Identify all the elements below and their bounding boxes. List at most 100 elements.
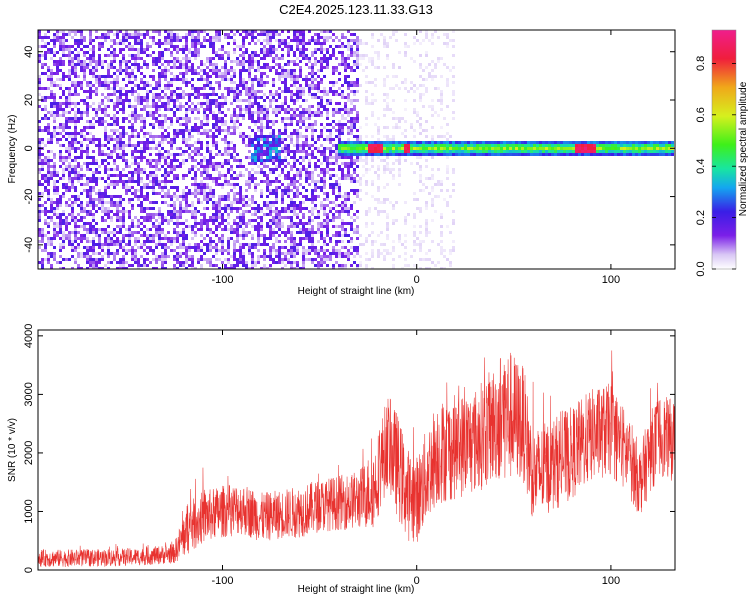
- heatmap-cell: [74, 42, 77, 45]
- heatmap-cell: [389, 150, 392, 153]
- heatmap-cell: [275, 150, 278, 153]
- heatmap-cell: [347, 162, 350, 165]
- heatmap-cell: [158, 222, 161, 225]
- heatmap-cell: [206, 186, 209, 189]
- heatmap-cell: [284, 174, 287, 177]
- heatmap-cell: [191, 213, 194, 216]
- heatmap-cell: [125, 183, 128, 186]
- heatmap-cell: [269, 45, 272, 48]
- heatmap-cell: [170, 120, 173, 123]
- heatmap-cell: [224, 138, 227, 141]
- heatmap-cell: [458, 141, 461, 144]
- heatmap-cell: [251, 225, 254, 228]
- heatmap-cell: [302, 42, 305, 45]
- heatmap-cell: [251, 84, 254, 87]
- heatmap-cell: [110, 156, 113, 159]
- heatmap-cell: [254, 201, 257, 204]
- heatmap-cell: [209, 228, 212, 231]
- heatmap-cell: [311, 138, 314, 141]
- heatmap-cell: [365, 99, 368, 102]
- heatmap-cell: [212, 219, 215, 222]
- heatmap-cell: [170, 42, 173, 45]
- heatmap-cell: [353, 63, 356, 66]
- heatmap-cell: [275, 105, 278, 108]
- heatmap-cell: [296, 114, 299, 117]
- heatmap-cell: [323, 225, 326, 228]
- heatmap-cell: [122, 141, 125, 144]
- heatmap-cell: [293, 108, 296, 111]
- heatmap-cell: [47, 162, 50, 165]
- heatmap-cell: [398, 120, 401, 123]
- heatmap-cell: [344, 141, 347, 144]
- heatmap-cell: [431, 189, 434, 192]
- heatmap-cell: [104, 189, 107, 192]
- heatmap-cell: [74, 90, 77, 93]
- heatmap-cell: [131, 36, 134, 39]
- heatmap-cell: [305, 222, 308, 225]
- heatmap-cell: [170, 168, 173, 171]
- heatmap-cell: [143, 195, 146, 198]
- heatmap-cell: [146, 186, 149, 189]
- heatmap-cell: [152, 30, 155, 33]
- heatmap-cell: [245, 90, 248, 93]
- heatmap-cell: [77, 45, 80, 48]
- heatmap-cell: [146, 228, 149, 231]
- heatmap-cell: [197, 150, 200, 153]
- heatmap-cell: [254, 90, 257, 93]
- heatmap-cell: [125, 228, 128, 231]
- heatmap-cell: [71, 216, 74, 219]
- heatmap-cell: [368, 144, 371, 147]
- heatmap-cell: [407, 213, 410, 216]
- heatmap-cell: [188, 153, 191, 156]
- heatmap-cell: [239, 216, 242, 219]
- heatmap-cell: [89, 222, 92, 225]
- heatmap-cell: [290, 225, 293, 228]
- heatmap-cell: [425, 150, 428, 153]
- heatmap-cell: [332, 54, 335, 57]
- heatmap-cell: [80, 192, 83, 195]
- heatmap-cell: [47, 111, 50, 114]
- heatmap-cell: [404, 201, 407, 204]
- heatmap-cell: [356, 195, 359, 198]
- heatmap-cell: [83, 222, 86, 225]
- heatmap-cell: [377, 186, 380, 189]
- heatmap-cell: [95, 120, 98, 123]
- heatmap-cell: [284, 138, 287, 141]
- heatmap-cell: [308, 123, 311, 126]
- heatmap-cell: [299, 39, 302, 42]
- heatmap-cell: [131, 225, 134, 228]
- heatmap-cell: [248, 75, 251, 78]
- heatmap-cell: [230, 201, 233, 204]
- heatmap-cell: [494, 141, 497, 144]
- heatmap-cell: [128, 144, 131, 147]
- heatmap-cell: [653, 147, 656, 150]
- heatmap-cell: [119, 141, 122, 144]
- heatmap-cell: [119, 216, 122, 219]
- heatmap-cell: [263, 66, 266, 69]
- heatmap-cell: [83, 75, 86, 78]
- heatmap-cell: [140, 168, 143, 171]
- heatmap-cell: [311, 177, 314, 180]
- heatmap-cell: [392, 222, 395, 225]
- heatmap-cell: [332, 114, 335, 117]
- heatmap-cell: [137, 189, 140, 192]
- heatmap-cell: [338, 213, 341, 216]
- heatmap-cell: [197, 210, 200, 213]
- heatmap-cell: [44, 45, 47, 48]
- heatmap-cell: [65, 120, 68, 123]
- heatmap-cell: [206, 195, 209, 198]
- heatmap-cell: [83, 138, 86, 141]
- heatmap-cell: [350, 150, 353, 153]
- heatmap-cell: [41, 72, 44, 75]
- heatmap-cell: [65, 225, 68, 228]
- heatmap-cell: [317, 111, 320, 114]
- heatmap-cell: [314, 186, 317, 189]
- heatmap-cell: [305, 48, 308, 51]
- heatmap-cell: [74, 135, 77, 138]
- heatmap-cell: [362, 141, 365, 144]
- heatmap-cell: [263, 150, 266, 153]
- heatmap-cell: [170, 210, 173, 213]
- heatmap-cell: [230, 141, 233, 144]
- heatmap-cell: [239, 99, 242, 102]
- heatmap-cell: [215, 210, 218, 213]
